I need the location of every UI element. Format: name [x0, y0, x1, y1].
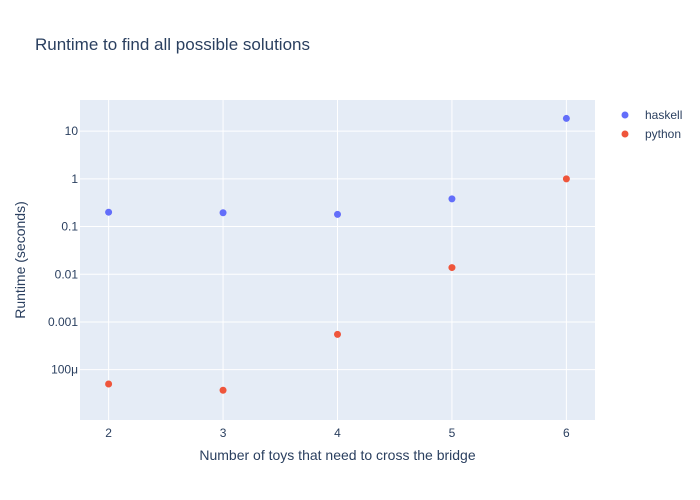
y-tick-label: 100μ — [51, 363, 78, 377]
haskell-point[interactable] — [448, 195, 456, 203]
x-tick-label: 5 — [449, 426, 456, 440]
y-tick-label: 10 — [65, 124, 79, 138]
y-axis-title: Runtime (seconds) — [12, 201, 28, 319]
chart-title: Runtime to find all possible solutions — [35, 35, 310, 54]
data-points — [105, 114, 570, 394]
y-tick-label: 0.1 — [61, 220, 78, 234]
x-tick-label: 2 — [105, 426, 112, 440]
python-legend-label[interactable]: python — [645, 127, 681, 141]
y-tick-label: 1 — [71, 172, 78, 186]
python-point[interactable] — [105, 380, 113, 388]
python-point[interactable] — [219, 386, 227, 394]
x-axis-ticks: 2 3 4 5 6 — [105, 426, 570, 440]
y-axis-ticks: 100μ 0.001 0.01 0.1 1 10 — [48, 124, 78, 376]
python-point[interactable] — [448, 264, 456, 272]
y-tick-label: 0.001 — [48, 315, 78, 329]
x-tick-label: 4 — [334, 426, 341, 440]
x-axis-title: Number of toys that need to cross the br… — [199, 447, 475, 463]
y-tick-label: 0.01 — [55, 267, 79, 281]
haskell-point[interactable] — [105, 208, 113, 216]
haskell-point[interactable] — [562, 114, 570, 122]
x-tick-label: 6 — [563, 426, 570, 440]
haskell-legend-marker[interactable] — [621, 111, 629, 119]
haskell-point[interactable] — [219, 209, 227, 217]
legend[interactable]: haskell python — [621, 108, 683, 141]
haskell-legend-label[interactable]: haskell — [645, 108, 682, 122]
python-legend-marker[interactable] — [621, 130, 629, 138]
haskell-point[interactable] — [334, 210, 341, 218]
x-tick-label: 3 — [220, 426, 227, 440]
python-point[interactable] — [562, 175, 570, 183]
python-point[interactable] — [334, 330, 341, 338]
grid — [80, 100, 595, 420]
